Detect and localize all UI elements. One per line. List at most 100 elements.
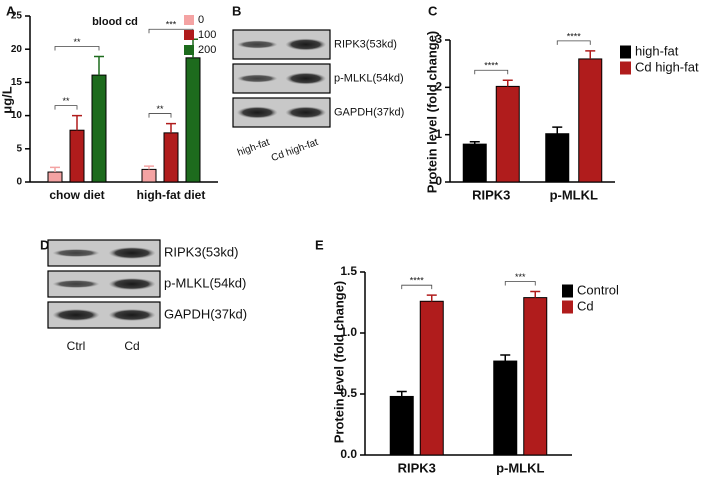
blot-band: [236, 40, 278, 49]
error-bar: [500, 354, 511, 362]
bar: [69, 129, 85, 183]
legend-label: Cd high-fat: [635, 59, 699, 74]
bar: [523, 297, 548, 456]
error-bar: [585, 50, 596, 59]
bar: [91, 74, 107, 183]
y-tick-label: 0: [16, 177, 22, 188]
legend-swatch: [184, 45, 194, 55]
x-tick-label: high-fat diet: [137, 188, 206, 202]
blot-band: [108, 309, 156, 321]
significance-label: **: [156, 104, 164, 114]
y-axis-label: Protein level (fold change): [331, 281, 346, 444]
error-bar: [94, 55, 104, 76]
panel-letter: C: [428, 3, 438, 18]
significance-label: ****: [567, 31, 582, 41]
significance-label: ***: [166, 20, 177, 30]
significance-bracket: [504, 281, 536, 286]
legend-label: 200: [198, 44, 216, 56]
panel-letter: E: [315, 237, 324, 252]
legend-swatch: [184, 15, 194, 25]
bar: [47, 171, 63, 183]
error-bar: [426, 294, 437, 302]
blot-row-label: RIPK3(53kd): [164, 244, 238, 259]
y-tick-label: 25: [11, 11, 23, 22]
significance-label: **: [62, 96, 70, 106]
error-bar: [166, 122, 176, 133]
significance-bracket: [556, 40, 591, 45]
bar: [578, 58, 603, 183]
legend-swatch: [620, 45, 631, 59]
bar: [545, 133, 570, 183]
blot-lane-label: Cd high-fat: [270, 137, 320, 164]
blot-band: [52, 249, 100, 257]
significance-bracket: [54, 105, 78, 110]
blot-band: [285, 106, 327, 119]
blot-band: [285, 38, 327, 51]
error-bar: [469, 141, 480, 145]
panel-letter: D: [40, 237, 49, 252]
blot-band: [108, 278, 156, 290]
blot-row-label: GAPDH(37kd): [334, 106, 404, 118]
error-bar: [144, 165, 154, 170]
error-bar: [552, 126, 563, 134]
error-bar: [396, 390, 407, 397]
blot-row-label: p-MLKL(54kd): [164, 275, 246, 290]
y-tick-label: 10: [11, 110, 23, 121]
bar: [389, 395, 414, 456]
blot-band: [52, 280, 100, 288]
x-tick-label: p-MLKL: [550, 187, 598, 202]
x-tick-label: RIPK3: [398, 460, 436, 475]
y-tick-label: 0.0: [340, 447, 357, 461]
blot-lane-label: Ctrl: [67, 339, 86, 353]
significance-label: ****: [484, 61, 499, 71]
chart-title: blood cd: [92, 16, 138, 28]
y-tick-label: 1.0: [340, 325, 357, 339]
panel-letter: B: [232, 3, 241, 18]
significance-bracket: [401, 284, 433, 290]
significance-label: ****: [410, 276, 425, 286]
legend-label: 100: [198, 29, 216, 41]
blot-band: [52, 309, 100, 321]
legend-swatch: [184, 30, 194, 40]
panel-letter: A: [6, 3, 16, 18]
significance-bracket: [54, 46, 100, 51]
y-axis-label: Protein level (fold change): [424, 31, 439, 194]
x-tick-label: chow diet: [49, 188, 104, 202]
blot-row-label: GAPDH(37kd): [164, 306, 247, 321]
bar: [141, 168, 157, 183]
y-tick-label: 20: [11, 44, 23, 55]
x-tick-label: p-MLKL: [496, 460, 544, 475]
bar: [419, 300, 444, 456]
y-tick-label: 0.5: [340, 386, 357, 400]
bar: [462, 143, 487, 183]
legend-label: 0: [198, 14, 204, 26]
y-tick-label: 1: [435, 127, 442, 141]
blot-lane-label: Cd: [124, 339, 139, 353]
bar: [163, 132, 179, 183]
significance-label: **: [73, 37, 81, 47]
y-tick-label: 15: [11, 77, 23, 88]
significance-bracket: [474, 69, 509, 75]
x-tick-label: RIPK3: [472, 187, 510, 202]
blot-band: [236, 74, 278, 83]
legend-label: Control: [577, 282, 619, 297]
blot-band: [285, 72, 327, 85]
y-tick-label: 3: [435, 32, 442, 46]
blot-row-label: p-MLKL(54kd): [334, 72, 404, 84]
error-bar: [502, 79, 513, 87]
y-tick-label: 2: [435, 80, 442, 94]
legend-label: high-fat: [635, 43, 679, 58]
significance-bracket: [148, 113, 172, 118]
blot-band: [236, 106, 278, 119]
blot-lane-label: high-fat: [236, 137, 271, 159]
error-bar: [50, 166, 60, 173]
bar: [185, 57, 201, 183]
blot-band: [108, 247, 156, 259]
legend-swatch: [562, 300, 573, 314]
y-axis-label: μg/L: [0, 86, 14, 114]
legend-swatch: [620, 61, 631, 75]
bar: [495, 85, 520, 183]
bar: [493, 360, 518, 456]
significance-label: ***: [515, 272, 526, 282]
